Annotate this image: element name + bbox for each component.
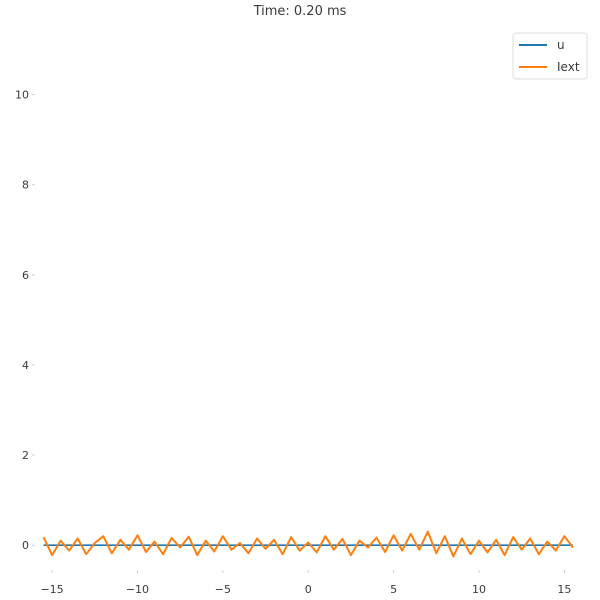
y-tick-label: 10 (15, 89, 29, 102)
series-line-iext (42, 530, 574, 558)
chart-title: Time: 0.20 ms (253, 4, 347, 19)
legend: u Iext (512, 32, 588, 80)
x-tick-label: −5 (215, 583, 231, 596)
x-tick-label: 10 (472, 583, 486, 596)
y-tick-label: 6 (22, 269, 29, 282)
y-tick-label: 8 (22, 179, 29, 192)
x-tick-label: −15 (40, 583, 63, 596)
x-tick-label: 0 (305, 583, 312, 596)
y-tick-label: 2 (22, 449, 29, 462)
x-tick-label: −10 (126, 583, 149, 596)
x-tick-label: 5 (390, 583, 397, 596)
legend-label-u: u (557, 38, 565, 52)
x-tick-label: 15 (557, 583, 571, 596)
y-tick-label: 0 (22, 539, 29, 552)
series-layer (42, 530, 574, 558)
y-tick-label: 4 (22, 359, 29, 372)
y-axis: 0 2 4 6 8 10 (15, 89, 35, 552)
x-axis: −15 −10 −5 0 5 10 15 (40, 570, 571, 596)
legend-label-iext: Iext (557, 60, 580, 74)
